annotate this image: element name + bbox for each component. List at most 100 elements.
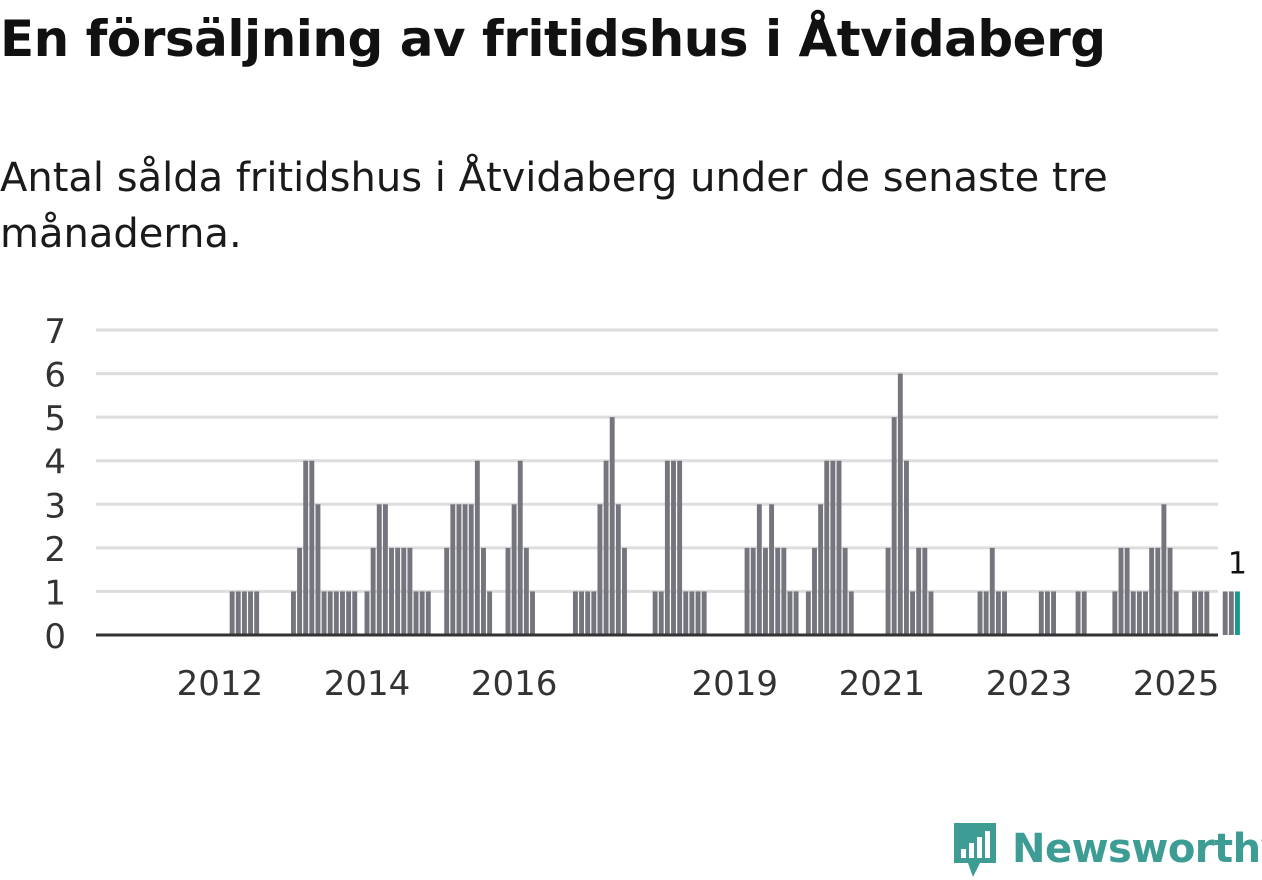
gridlines xyxy=(96,328,1218,593)
bar xyxy=(671,460,676,635)
bar xyxy=(1118,547,1124,635)
data-label-latest: 1 xyxy=(1228,546,1247,581)
bar xyxy=(1228,591,1234,635)
bar xyxy=(664,460,670,635)
bar xyxy=(597,504,603,635)
bar xyxy=(989,547,995,635)
bar xyxy=(652,591,658,635)
x-tick-label: 2023 xyxy=(986,664,1073,704)
bar xyxy=(689,591,695,635)
bar xyxy=(836,460,842,635)
x-tick-label: 2014 xyxy=(324,664,411,704)
bar xyxy=(511,504,517,635)
bar xyxy=(1112,591,1118,635)
bar xyxy=(401,547,407,635)
y-tick-label: 3 xyxy=(44,486,66,526)
bar xyxy=(805,591,811,635)
bar xyxy=(346,591,352,635)
newsworthy-logo: Newsworthy xyxy=(950,818,1262,880)
bar xyxy=(1136,591,1142,635)
bar xyxy=(487,591,493,635)
bar xyxy=(756,504,762,635)
bar xyxy=(321,591,327,635)
bar xyxy=(891,417,897,635)
bar xyxy=(517,460,523,635)
bar xyxy=(327,591,333,635)
bar xyxy=(1075,591,1081,635)
x-tick-label: 2019 xyxy=(692,664,779,704)
bar xyxy=(444,547,450,635)
y-tick-label: 7 xyxy=(44,312,66,352)
bar xyxy=(235,591,241,635)
bar xyxy=(425,591,431,635)
bar xyxy=(1002,591,1007,635)
bar xyxy=(303,460,309,635)
bar xyxy=(744,547,750,635)
bar xyxy=(462,504,468,635)
y-tick-label: 1 xyxy=(44,573,66,613)
bar-latest xyxy=(1235,591,1240,635)
data-labels: 1 xyxy=(1228,546,1247,581)
bar xyxy=(793,591,799,635)
bar xyxy=(468,504,474,635)
bar xyxy=(603,460,609,635)
bar xyxy=(903,460,909,635)
bar xyxy=(241,591,247,635)
bar xyxy=(591,591,597,635)
bar xyxy=(413,591,419,635)
bar xyxy=(1161,504,1167,635)
bar xyxy=(1149,547,1155,635)
bar xyxy=(615,504,621,635)
bar xyxy=(290,591,296,635)
x-tick-label: 2016 xyxy=(471,664,558,704)
bar xyxy=(910,591,916,635)
bar xyxy=(683,591,689,635)
y-tick-label: 0 xyxy=(44,617,66,657)
x-tick-label: 2012 xyxy=(177,664,264,704)
bar xyxy=(1155,547,1161,635)
bar xyxy=(818,504,824,635)
bar xyxy=(389,547,394,635)
bar xyxy=(382,504,388,635)
bar xyxy=(1143,591,1148,635)
bar xyxy=(370,547,376,635)
bar xyxy=(1167,547,1173,635)
y-tick-label: 4 xyxy=(44,443,66,483)
logo-text: Newsworthy xyxy=(1012,826,1262,872)
bar xyxy=(977,591,983,635)
bars xyxy=(229,373,1240,635)
bar xyxy=(842,547,848,635)
bar xyxy=(1038,591,1044,635)
bar xyxy=(1198,591,1204,635)
bar xyxy=(787,591,793,635)
bar xyxy=(340,591,345,635)
bar xyxy=(928,591,934,635)
y-tick-label: 5 xyxy=(44,399,66,439)
bar xyxy=(309,460,315,635)
bar xyxy=(922,547,928,635)
bar xyxy=(750,547,756,635)
newsworthy-logo-icon xyxy=(954,823,996,877)
bar xyxy=(885,547,891,635)
bar xyxy=(983,591,989,635)
bar xyxy=(1192,591,1197,635)
bar xyxy=(897,373,903,635)
chart-subtitle: Antal sålda fritidshus i Åtvidaberg unde… xyxy=(0,155,1108,257)
bar xyxy=(450,504,456,635)
bar xyxy=(505,547,511,635)
bar xyxy=(1081,591,1087,635)
bar xyxy=(315,504,321,635)
bar xyxy=(658,591,664,635)
x-axis-labels: 2012 2014 2016 2019 2021 2023 2025 xyxy=(177,664,1220,704)
bar xyxy=(769,504,775,635)
bar xyxy=(1044,591,1050,635)
bar xyxy=(1204,591,1210,635)
bar xyxy=(364,591,370,635)
bar xyxy=(1130,591,1136,635)
x-tick-label: 2021 xyxy=(839,664,926,704)
bar xyxy=(407,547,413,635)
bar xyxy=(481,547,486,635)
bar xyxy=(248,591,253,635)
